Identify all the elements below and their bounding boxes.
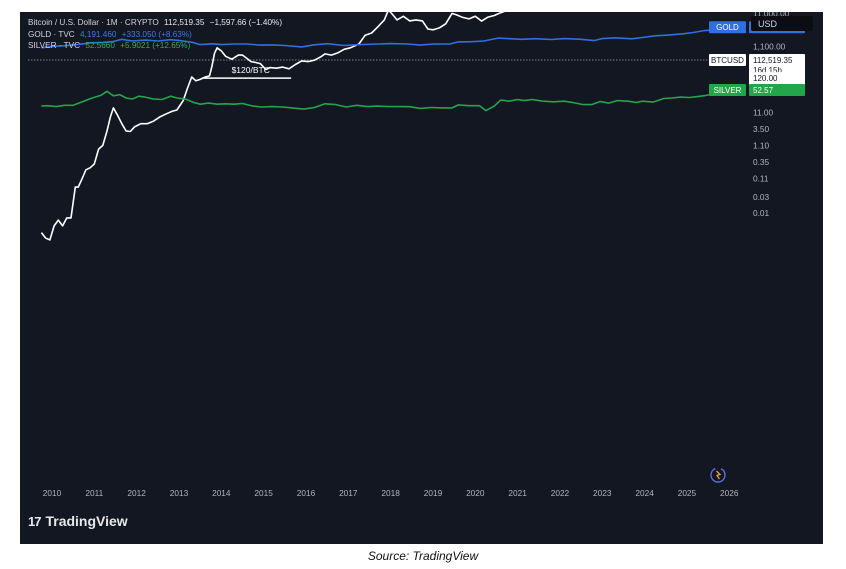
legend-btc-name: Bitcoin / U.S. Dollar · 1M · CRYPTO [28, 18, 159, 27]
y-axis[interactable]: 350,000.0035,000.0011,000.001,100.00350.… [753, 12, 795, 218]
x-tick-label: 2022 [551, 488, 570, 498]
legend-silver[interactable]: SILVER · TVC 52.5660 +5.9021 (+12.65%) [28, 40, 285, 52]
x-tick-label: 2014 [212, 488, 231, 498]
legend-gold[interactable]: GOLD · TVC 4,191.460 +333.050 (+8.63%) [28, 29, 285, 41]
price-label-name: BTCUSD [711, 56, 744, 65]
x-tick-label: 2011 [85, 488, 103, 498]
price-label-name: SILVER [714, 86, 742, 95]
y-tick-label: 11,000.00 [753, 12, 790, 18]
y-tick-label: 0.03 [753, 192, 770, 202]
series-line-silver[interactable] [41, 89, 720, 112]
tradingview-logo-icon: 17 [28, 513, 42, 529]
chart-svg[interactable]: $120/BTC 350,000.0035,000.0011,000.001,1… [20, 12, 823, 544]
chart-panel: $120/BTC 350,000.0035,000.0011,000.001,1… [20, 12, 823, 544]
y-tick-label: 0.01 [753, 208, 770, 218]
price-label-value: 112,519.35 [753, 56, 793, 65]
x-tick-label: 2026 [720, 488, 739, 498]
legend-btc-value: 112,519.35 [164, 18, 205, 27]
y-tick-label: 0.11 [753, 173, 769, 183]
x-tick-label: 2019 [424, 488, 443, 498]
legend-gold-value: 4,191.460 [80, 29, 117, 39]
x-tick-label: 2021 [508, 488, 527, 498]
price-label-name: GOLD [716, 23, 739, 32]
series-line-btcusd[interactable] [40, 12, 718, 241]
annotation-layer: $120/BTC [202, 65, 292, 79]
legend-btc-change: −1,597.66 (−1.40%) [209, 18, 283, 27]
x-tick-label: 2015 [254, 488, 273, 498]
price-label-countdown: 16d 15h [753, 66, 782, 75]
y-tick-label: 1.10 [753, 140, 770, 150]
legend-silver-name: SILVER · TVC [28, 41, 81, 50]
x-tick-label: 2010 [43, 488, 62, 498]
currency-button[interactable]: USD [751, 16, 813, 31]
x-tick-label: 2018 [381, 488, 400, 498]
x-tick-label: 2017 [339, 488, 358, 498]
annotation-label: $120/BTC [232, 65, 270, 75]
legend-gold-change: +333.050 (+8.63%) [121, 29, 192, 39]
y-tick-label: 11.00 [753, 107, 774, 117]
x-tick-label: 2013 [170, 488, 189, 498]
y-tick-label: 1,100.00 [753, 41, 786, 51]
tradingview-logo-text: TradingView [45, 513, 128, 529]
x-tick-label: 2020 [466, 488, 485, 498]
source-caption: Source: TradingView [367, 549, 479, 563]
y-tick-label: 3.50 [753, 124, 770, 134]
legend-silver-value: 52.5660 [85, 41, 115, 50]
replay-icon[interactable] [710, 467, 726, 483]
price-label-value: 52.57 [753, 86, 774, 95]
x-axis[interactable]: 2010 2011 2012 2013 2014 2015 2016 2017 2018 2019… [43, 488, 739, 498]
series-layer [40, 12, 720, 241]
price-label-silver: SILVER 52.57 [709, 83, 805, 96]
legend-gold-name: GOLD · TVC [28, 29, 75, 39]
legend-btc[interactable]: Bitcoin / U.S. Dollar · 1M · CRYPTO 112,… [28, 17, 285, 29]
tradingview-logo[interactable]: 17 TradingView [28, 513, 128, 529]
x-tick-label: 2012 [127, 488, 146, 498]
x-tick-label: 2025 [678, 488, 697, 498]
y-tick-label: 0.35 [753, 157, 770, 167]
x-tick-label: 2016 [297, 488, 316, 498]
series-line-gold[interactable] [41, 26, 720, 49]
x-tick-label: 2024 [635, 488, 654, 498]
legend: Bitcoin / U.S. Dollar · 1M · CRYPTO 112,… [28, 17, 285, 52]
legend-silver-change: +5.9021 (+12.65%) [120, 41, 191, 50]
currency-button-label[interactable]: USD [758, 19, 778, 29]
x-tick-label: 2023 [593, 488, 612, 498]
price-label-value: 120.00 [753, 74, 778, 83]
